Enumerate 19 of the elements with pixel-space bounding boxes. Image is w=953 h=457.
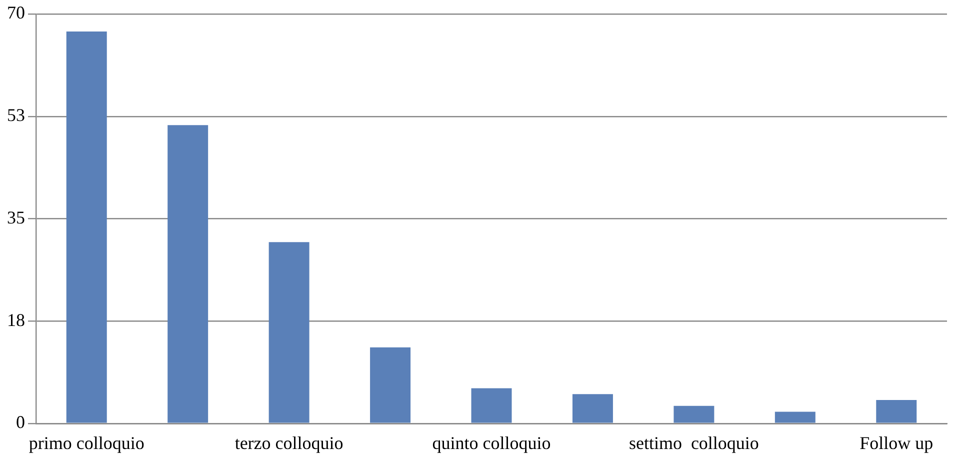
bar: [674, 406, 714, 423]
x-tick-label: Follow up: [860, 432, 934, 453]
y-tick-label: 18: [7, 310, 25, 330]
bar: [471, 388, 512, 423]
y-tick-label: 70: [7, 2, 25, 23]
x-tick-label: primo colloquio: [28, 432, 144, 453]
bar: [66, 32, 107, 423]
bar: [168, 125, 208, 423]
y-tick-label: 53: [7, 105, 25, 126]
bar: [370, 347, 411, 423]
x-tick-label: quinto colloquio: [432, 432, 551, 453]
bar: [268, 242, 310, 423]
bar: [876, 400, 917, 423]
y-tick-label: 0: [16, 412, 25, 432]
x-tick-label: settimo colloquio: [628, 432, 759, 453]
bar: [572, 394, 613, 423]
y-tick-label: 35: [7, 207, 25, 228]
x-tick-label: terzo colloquio: [234, 432, 344, 453]
bar: [774, 412, 816, 423]
